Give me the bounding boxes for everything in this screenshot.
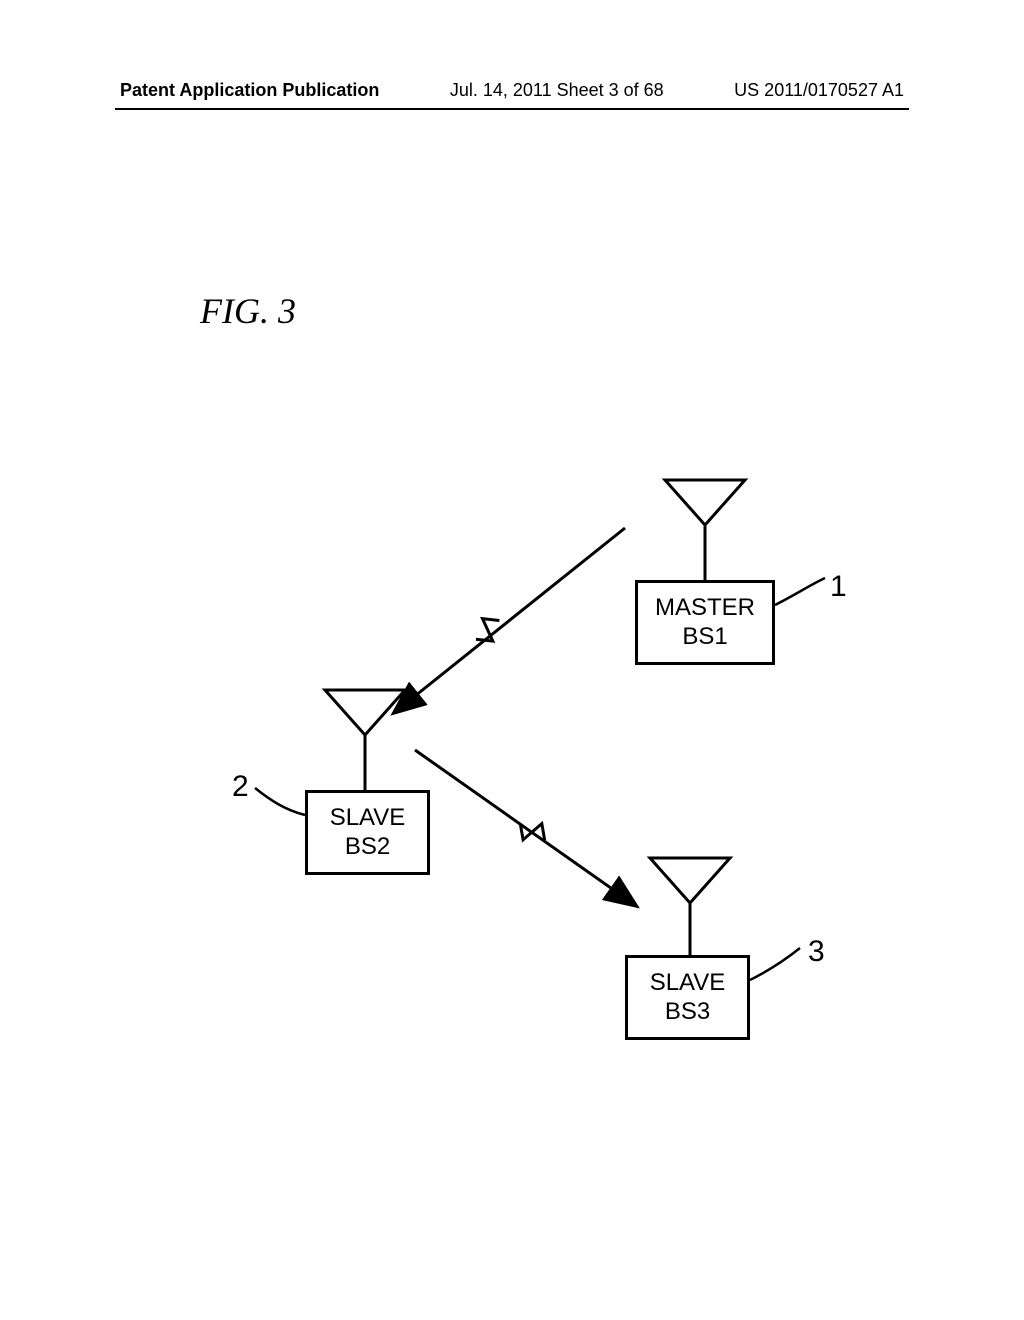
node-box-2: SLAVEBS2 [305,790,430,875]
node-line1: SLAVE [330,804,406,833]
node-line1: SLAVE [650,969,726,998]
node-line2: BS2 [345,833,390,862]
node-line2: BS1 [682,623,727,652]
node-box-1: MASTERBS1 [635,580,775,665]
node-line2: BS3 [665,998,710,1027]
diagram-svg [0,0,1024,1320]
ref-label-1: 1 [830,570,847,604]
ref-label-3: 3 [808,935,825,969]
node-line1: MASTER [655,594,755,623]
diagram: MASTERBS11SLAVEBS22SLAVEBS33 [0,0,1024,1320]
ref-label-2: 2 [232,770,249,804]
node-box-3: SLAVEBS3 [625,955,750,1040]
